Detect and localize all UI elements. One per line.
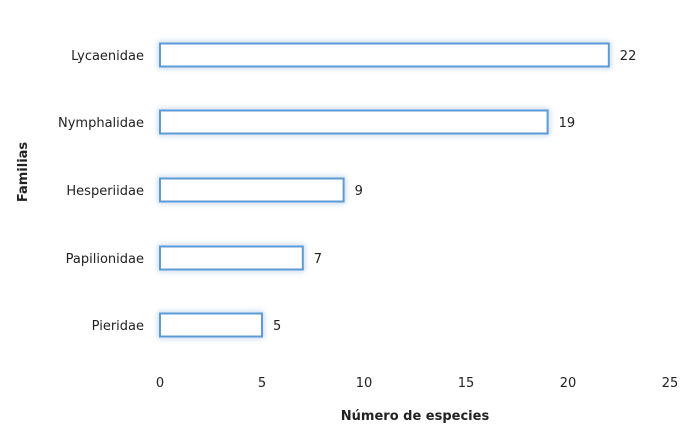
x-tick-25: 25 [662, 376, 679, 391]
bars-group [159, 42, 610, 338]
bar-pieridae [159, 312, 263, 338]
x-tick-15: 15 [458, 376, 475, 391]
category-label-nymphalidae: Nymphalidae [58, 116, 144, 131]
bar-papilionidae [159, 245, 304, 271]
bar-lycaenidae [159, 42, 610, 68]
x-axis-ticks: 0 5 10 15 20 25 [156, 376, 678, 391]
bar-hesperiidae [159, 177, 345, 203]
value-label-pieridae: 5 [273, 319, 281, 334]
x-tick-5: 5 [258, 376, 266, 391]
category-label-lycaenidae: Lycaenidae [71, 49, 144, 64]
x-tick-10: 10 [356, 376, 373, 391]
value-labels: 22 19 9 7 5 [273, 49, 636, 334]
value-label-nymphalidae: 19 [559, 116, 576, 131]
category-labels: Lycaenidae Nymphalidae Hesperiidae Papilion… [58, 49, 144, 334]
category-label-hesperiidae: Hesperiidae [66, 184, 144, 199]
category-label-pieridae: Pieridae [92, 319, 144, 334]
value-label-papilionidae: 7 [314, 252, 322, 267]
bar-nymphalidae [159, 109, 549, 135]
value-label-hesperiidae: 9 [355, 184, 363, 199]
value-label-lycaenidae: 22 [620, 49, 637, 64]
x-tick-20: 20 [560, 376, 577, 391]
category-label-papilionidae: Papilionidae [66, 252, 144, 267]
x-axis-title: Número de especies [341, 409, 490, 424]
x-tick-0: 0 [156, 376, 164, 391]
y-axis-title: Familias [16, 142, 31, 203]
